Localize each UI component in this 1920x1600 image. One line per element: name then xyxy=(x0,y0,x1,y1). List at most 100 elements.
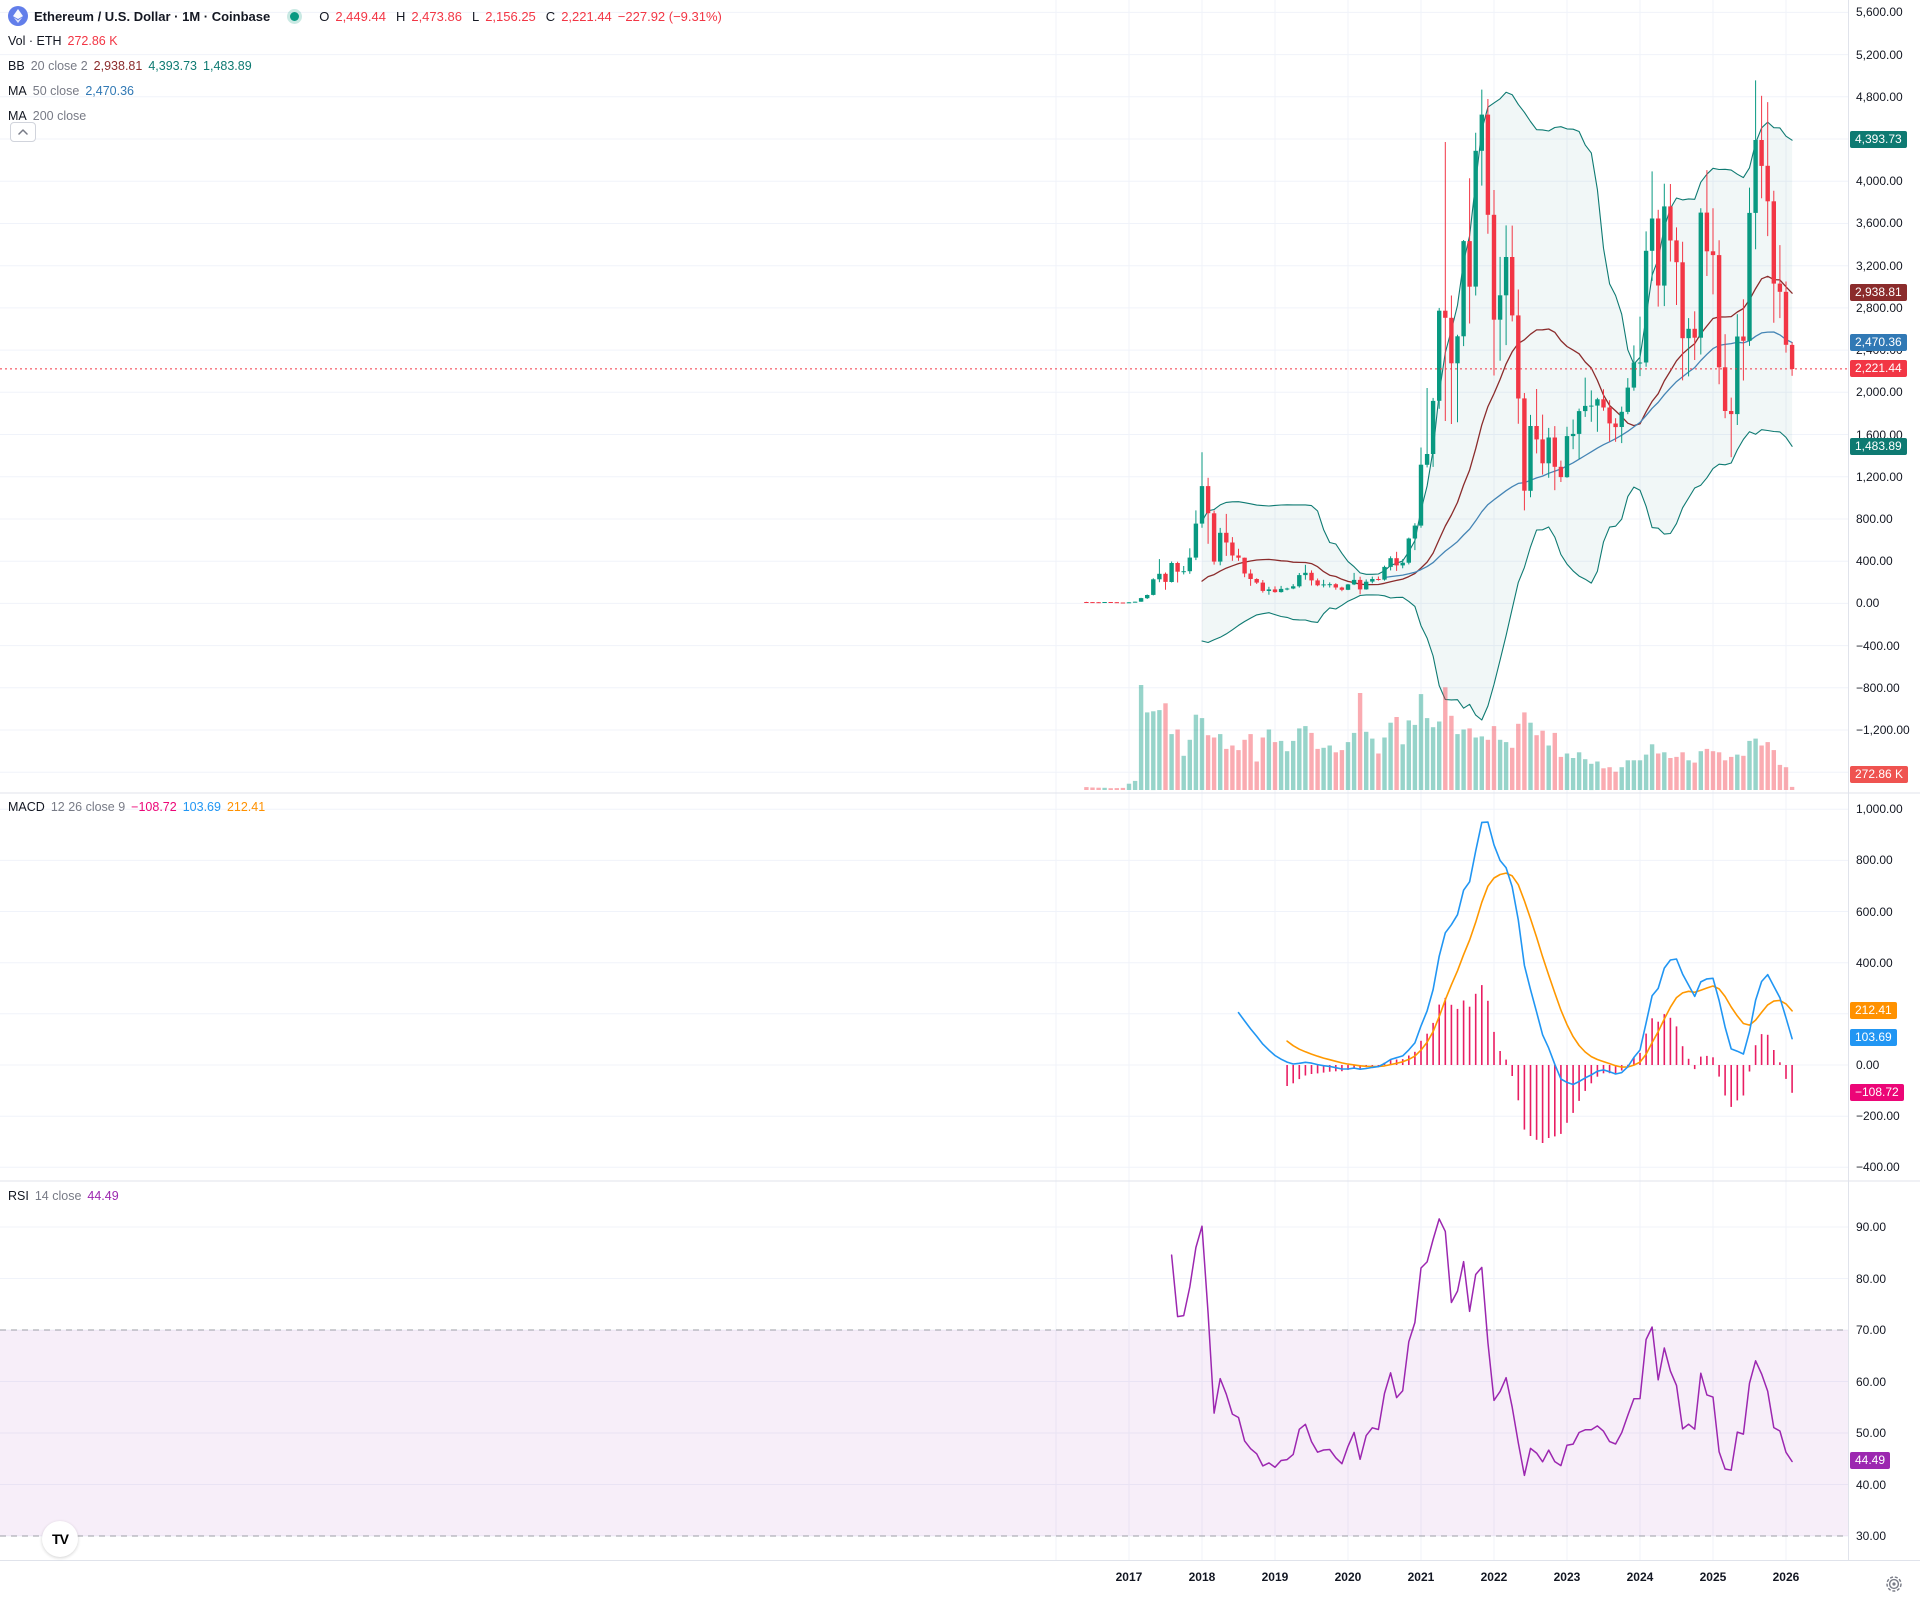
macd-hist-value: −108.72 xyxy=(131,800,177,814)
legend-row-bb[interactable]: BB 20 close 2 2,938.81 4,393.73 1,483.89 xyxy=(8,55,722,77)
bb-indicator-title: BB xyxy=(8,59,25,73)
axis-tick-label: −200.00 xyxy=(1856,1109,1900,1124)
time-axis-year-label: 2023 xyxy=(1553,1570,1581,1584)
price-axis-badge: 2,938.81 xyxy=(1850,284,1907,302)
candles xyxy=(1084,80,1795,604)
legend-row-ma50[interactable]: MA 50 close 2,470.36 xyxy=(8,80,722,102)
time-axis-year-label: 2020 xyxy=(1334,1570,1362,1584)
rsi-pane xyxy=(0,1218,1848,1537)
time-axis-year-label: 2021 xyxy=(1407,1570,1435,1584)
ethereum-icon xyxy=(8,6,28,26)
axis-tick-label: 3,200.00 xyxy=(1856,258,1903,273)
chevron-up-icon xyxy=(18,129,28,135)
axis-tick-label: 4,800.00 xyxy=(1856,89,1903,104)
axis-tick-label: 0.00 xyxy=(1856,596,1880,611)
ohlc-high-label: H xyxy=(395,8,406,24)
rsi-title: RSI xyxy=(8,1189,29,1203)
axis-tick-label: 80.00 xyxy=(1856,1271,1887,1286)
ohlc-open-label: O xyxy=(319,8,330,24)
macd-axis-badge: 212.41 xyxy=(1850,1001,1897,1019)
axis-tick-label: 2,800.00 xyxy=(1856,300,1903,315)
time-axis-year-label: 2026 xyxy=(1772,1570,1800,1584)
axis-tick-label: 1,200.00 xyxy=(1856,469,1903,484)
ma200-indicator-title: MA xyxy=(8,109,27,123)
axis-tick-label: −400.00 xyxy=(1856,1160,1900,1175)
axis-tick-label: −400.00 xyxy=(1856,638,1900,653)
time-axis-year-label: 2017 xyxy=(1115,1570,1143,1584)
macd-signal-value: 212.41 xyxy=(226,800,266,814)
macd-params: 12 26 close 9 xyxy=(50,800,126,814)
ma200-params: 200 close xyxy=(32,109,87,123)
ohlc-close-value: 2,221.44 xyxy=(561,8,612,24)
volume-value: 272.86 K xyxy=(67,34,118,48)
rsi-params: 14 close xyxy=(34,1189,82,1203)
change-value: −227.92 (−9.31%) xyxy=(617,8,722,24)
time-axis-year-label: 2018 xyxy=(1188,1570,1216,1584)
price-axis-badge: 2,221.44 xyxy=(1850,359,1907,377)
bb-params: 20 close 2 xyxy=(30,59,88,73)
volume-indicator-title: Vol · ETH xyxy=(8,34,62,48)
volume-bars xyxy=(1084,685,1795,791)
ohlc-low-label: L xyxy=(471,8,480,24)
macd-axis-badge: 103.69 xyxy=(1850,1029,1897,1047)
axis-tick-label: 5,600.00 xyxy=(1856,5,1903,20)
legend-row-ma200[interactable]: MA 200 close xyxy=(8,105,722,127)
tradingview-logo-icon[interactable]: TV xyxy=(42,1521,78,1557)
axis-tick-label: −1,200.00 xyxy=(1856,723,1910,738)
axis-tick-label: 800.00 xyxy=(1856,511,1893,526)
ma50-value: 2,470.36 xyxy=(85,84,134,98)
time-axis-year-label: 2025 xyxy=(1699,1570,1727,1584)
axis-tick-label: 400.00 xyxy=(1856,554,1893,569)
bb-lower-value: 1,483.89 xyxy=(203,59,252,73)
macd-axis-badge: −108.72 xyxy=(1850,1083,1904,1101)
ohlc-high-value: 2,473.86 xyxy=(411,8,462,24)
macd-pane-legend[interactable]: MACD 12 26 close 9 −108.72 103.69 212.41 xyxy=(8,800,265,814)
rsi-axis-badge: 44.49 xyxy=(1850,1452,1891,1470)
legend: Ethereum / U.S. Dollar · 1M · Coinbase O… xyxy=(8,5,722,130)
ohlc-low-value: 2,156.25 xyxy=(485,8,536,24)
axis-tick-label: 50.00 xyxy=(1856,1426,1887,1440)
axis-tick-label: −800.00 xyxy=(1856,680,1900,695)
ma50-indicator-title: MA xyxy=(8,84,27,98)
macd-title: MACD xyxy=(8,800,45,814)
time-axis-year-label: 2022 xyxy=(1480,1570,1508,1584)
ohlc-close-label: C xyxy=(545,8,556,24)
axis-tick-label: 30.00 xyxy=(1856,1529,1887,1543)
price-axis-badge: 1,483.89 xyxy=(1850,437,1907,455)
market-status-icon[interactable] xyxy=(290,11,300,21)
ma50-params: 50 close xyxy=(32,84,80,98)
rsi-pane-legend[interactable]: RSI 14 close 44.49 xyxy=(8,1189,119,1203)
price-axis[interactable]: 5,600.00 5,200.00 4,800.00 4,000.00 3,600.00… xyxy=(1848,0,1920,1600)
legend-row-volume[interactable]: Vol · ETH 272.86 K xyxy=(8,30,722,52)
volume-axis-badge: 272.86 K xyxy=(1850,766,1909,783)
axis-tick-label: 2,000.00 xyxy=(1856,385,1903,400)
legend-row-symbol[interactable]: Ethereum / U.S. Dollar · 1M · Coinbase O… xyxy=(8,5,722,27)
price-pane xyxy=(1084,80,1795,791)
axis-tick-label: 3,600.00 xyxy=(1856,216,1903,231)
rsi-value: 44.49 xyxy=(87,1189,119,1203)
macd-pane xyxy=(1237,821,1793,1143)
time-axis[interactable]: 2017 2018 2019 2020 2021 2022 2023 2024 2025 2026 xyxy=(0,1561,1920,1600)
axis-tick-label: 70.00 xyxy=(1856,1323,1887,1337)
axis-tick-label: 1,000.00 xyxy=(1856,802,1903,817)
gear-icon[interactable] xyxy=(1884,1574,1904,1594)
ohlc-open-value: 2,449.44 xyxy=(335,8,386,24)
macd-line-value: 103.69 xyxy=(182,800,221,814)
axis-tick-label: 5,200.00 xyxy=(1856,47,1903,62)
bb-fill xyxy=(1202,92,1793,721)
axis-tick-label: 600.00 xyxy=(1856,904,1893,919)
axis-tick-label: 4,000.00 xyxy=(1856,174,1903,189)
time-axis-year-label: 2019 xyxy=(1261,1570,1289,1584)
legend-collapse-button[interactable] xyxy=(10,122,36,142)
bb-basis-value: 2,938.81 xyxy=(93,59,143,73)
axis-tick-label: 800.00 xyxy=(1856,853,1893,868)
price-axis-badge: 4,393.73 xyxy=(1850,130,1907,148)
time-axis-year-label: 2024 xyxy=(1626,1570,1654,1584)
axis-tick-label: 90.00 xyxy=(1856,1220,1887,1234)
symbol-title[interactable]: Ethereum / U.S. Dollar · 1M · Coinbase xyxy=(34,8,271,24)
axis-tick-label: 0.00 xyxy=(1856,1058,1880,1072)
axis-tick-label: 400.00 xyxy=(1856,955,1893,970)
axis-tick-label: 40.00 xyxy=(1856,1477,1887,1492)
